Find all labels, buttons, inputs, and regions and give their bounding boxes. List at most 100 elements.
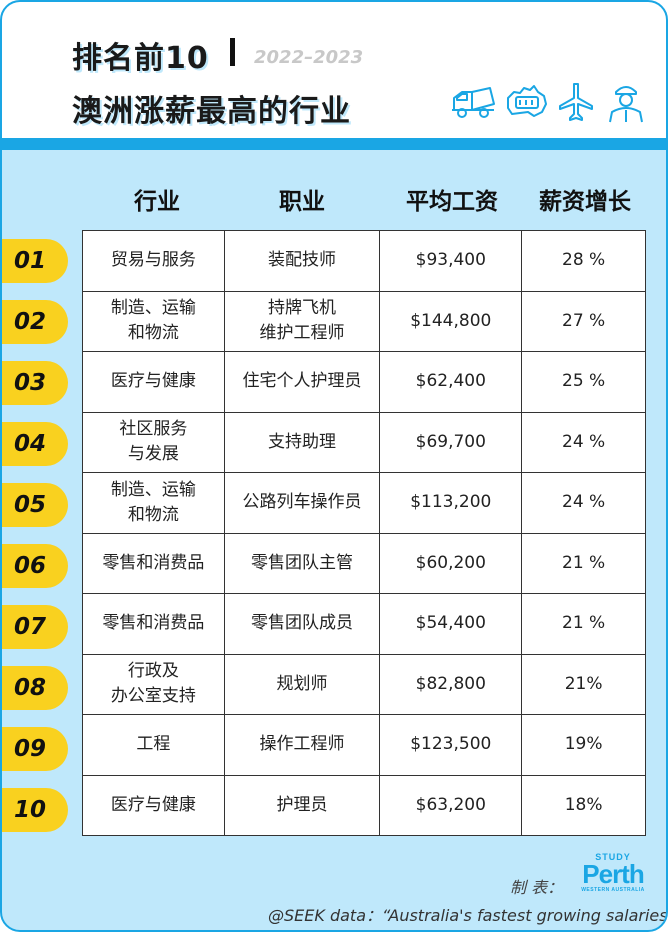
- industry-cell-line: 行政及: [127, 661, 179, 682]
- job-cell-line: 住宅个人护理员: [242, 371, 362, 392]
- table-row: 医疗与健康 护理员 $63,200 18%: [82, 774, 646, 836]
- growth-cell: 24 %: [521, 472, 646, 534]
- logo-bottom-text: WESTERN AUSTRALIA: [581, 887, 645, 893]
- industry-cell-line: 零售和消费品: [102, 552, 205, 573]
- industry-cell: 制造、运输 和物流: [82, 290, 225, 352]
- job-cell-line: 支持助理: [268, 431, 337, 452]
- australia-map-icon: [507, 85, 547, 117]
- industry-cell: 制造、运输 和物流: [82, 472, 225, 534]
- year-range: 2022–2023: [254, 47, 364, 68]
- salary-cell: $69,700: [379, 411, 523, 473]
- industry-cell: 贸易与服务: [82, 230, 225, 292]
- job-cell: 持牌飞机 维护工程师: [223, 290, 381, 352]
- column-header-job: 职业: [279, 189, 325, 215]
- salary-cell: $144,800: [379, 290, 523, 352]
- industry-cell: 零售和消费品: [82, 593, 225, 655]
- rank-badge: 02: [2, 299, 68, 344]
- maker-label: 制 表：: [510, 878, 564, 897]
- industry-cell-line: 和物流: [127, 323, 179, 344]
- industry-icons: [452, 83, 643, 123]
- study-perth-logo: STUDY Perth WESTERN AUSTRALIA: [576, 852, 650, 896]
- industry-cell-line: 医疗与健康: [110, 371, 196, 392]
- job-cell-line: 护理员: [276, 794, 328, 815]
- column-header-growth: 薪资增长: [539, 189, 631, 215]
- title-separator: [230, 38, 235, 66]
- table-row: 医疗与健康 住宅个人护理员 $62,400 25 %: [82, 351, 646, 413]
- airplane-icon: [559, 83, 593, 121]
- industry-cell-line: 零售和消费品: [102, 613, 205, 634]
- salary-cell: $60,200: [379, 532, 523, 594]
- job-cell: 装配技师: [223, 230, 381, 292]
- table-row: 零售和消费品 零售团队成员 $54,400 21 %: [82, 593, 646, 655]
- rank-badge: 01: [2, 238, 68, 283]
- salary-cell: $82,800: [379, 653, 523, 715]
- rank-badge: 07: [2, 604, 68, 649]
- job-cell-line: 零售团队成员: [251, 613, 354, 634]
- industry-cell-line: 制造、运输: [110, 479, 196, 500]
- source-citation: @SEEK data：“Australia's fastest growing …: [268, 906, 668, 925]
- job-cell: 规划师: [223, 653, 381, 715]
- industry-cell: 工程: [82, 714, 225, 776]
- header: 排名前10 2022–2023 澳洲涨薪最高的行业: [2, 2, 666, 150]
- industry-cell-line: 工程: [136, 734, 171, 755]
- job-cell-line: 操作工程师: [259, 734, 345, 755]
- salary-cell: $62,400: [379, 351, 523, 413]
- worker-icon: [609, 86, 643, 123]
- growth-cell: 18%: [521, 774, 646, 836]
- job-cell: 操作工程师: [223, 714, 381, 776]
- salary-cell: $54,400: [379, 593, 523, 655]
- table-row: 行政及办公室支持 规划师 $82,800 21%: [82, 653, 646, 715]
- rank-badge: 08: [2, 665, 68, 710]
- rank-badge: 05: [2, 482, 68, 527]
- job-cell-line: 规划师: [276, 673, 328, 694]
- table-row: 零售和消费品 零售团队主管 $60,200 21 %: [82, 532, 646, 594]
- growth-cell: 21 %: [521, 532, 646, 594]
- job-cell-line: 装配技师: [268, 250, 337, 271]
- table-row: 社区服务与发展 支持助理 $69,700 24 %: [82, 411, 646, 473]
- truck-icon: [452, 87, 495, 118]
- industry-cell-line: 办公室支持: [110, 686, 196, 707]
- table-row: 工程 操作工程师 $123,500 19%: [82, 714, 646, 776]
- table-row: 制造、运输 和物流 公路列车操作员 $113,200 24 %: [82, 472, 646, 534]
- salary-cell: $123,500: [379, 714, 523, 776]
- job-cell: 零售团队主管: [223, 532, 381, 594]
- industry-cell-line: 与发展: [127, 444, 179, 465]
- rank-badge: 09: [2, 726, 68, 771]
- rank-badge: 04: [2, 421, 68, 466]
- salary-cell: $93,400: [379, 230, 523, 292]
- table-row: 制造、运输 和物流 持牌飞机 维护工程师 $144,800 27 %: [82, 290, 646, 352]
- column-header-salary: 平均工资: [406, 189, 498, 215]
- salary-cell: $113,200: [379, 472, 523, 534]
- logo-top-text: STUDY: [595, 852, 631, 862]
- industry-cell-line: 制造、运输: [110, 298, 196, 319]
- salary-table: 贸易与服务 装配技师 $93,400 28 % 制造、运输 和物流 持牌飞机 维护工程师 $14…: [82, 230, 646, 836]
- rank-badge: 03: [2, 360, 68, 405]
- growth-cell: 27 %: [521, 290, 646, 352]
- job-cell-line: 持牌飞机: [268, 298, 337, 319]
- job-cell: 护理员: [223, 774, 381, 836]
- industry-cell: 行政及 办公室支持: [82, 653, 225, 715]
- growth-cell: 21%: [521, 653, 646, 715]
- industry-cell-line: 和物流: [127, 504, 179, 525]
- job-cell-line: 零售团队主管: [251, 552, 354, 573]
- industry-cell-line: 医疗与健康: [110, 794, 196, 815]
- industry-cell: 零售和消费品: [82, 532, 225, 594]
- title-line-1: 排名前10: [72, 41, 209, 76]
- logo-main-text: Perth: [582, 859, 644, 889]
- table-row: 贸易与服务 装配技师 $93,400 28 %: [82, 230, 646, 292]
- industry-cell: 医疗与健康: [82, 351, 225, 413]
- job-cell-line: 公路列车操作员: [242, 492, 362, 513]
- growth-cell: 28 %: [521, 230, 646, 292]
- job-cell: 零售团队成员: [223, 593, 381, 655]
- growth-cell: 25 %: [521, 351, 646, 413]
- title-line-2: 澳洲涨薪最高的行业: [72, 94, 351, 129]
- industry-cell: 社区服务 与发展: [82, 411, 225, 473]
- job-cell: 公路列车操作员: [223, 472, 381, 534]
- growth-cell: 24 %: [521, 411, 646, 473]
- column-header-industry: 行业: [134, 189, 180, 215]
- rank-badge: 10: [2, 787, 68, 832]
- rank-badge: 06: [2, 543, 68, 588]
- industry-cell-line: 社区服务: [119, 419, 188, 440]
- industry-cell: 医疗与健康: [82, 774, 225, 836]
